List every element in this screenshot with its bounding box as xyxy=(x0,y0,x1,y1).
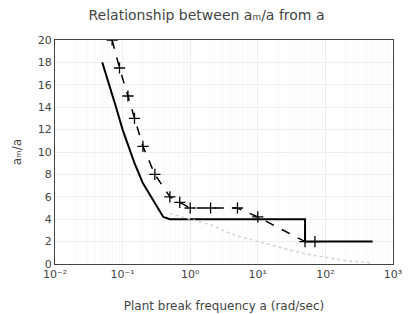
svg-text:18: 18 xyxy=(38,56,52,69)
svg-text:10¹: 10¹ xyxy=(249,268,267,281)
svg-text:10³: 10³ xyxy=(384,268,402,281)
svg-text:12: 12 xyxy=(38,123,52,136)
svg-text:14: 14 xyxy=(38,101,52,114)
svg-text:6: 6 xyxy=(45,191,52,204)
svg-text:10⁰: 10⁰ xyxy=(181,268,200,281)
svg-text:20: 20 xyxy=(38,34,52,47)
svg-text:Relationship between aₘ/a from: Relationship between aₘ/a from a xyxy=(88,7,324,23)
svg-text:4: 4 xyxy=(45,213,52,226)
svg-text:10⁻²: 10⁻² xyxy=(43,268,67,281)
svg-text:8: 8 xyxy=(45,168,52,181)
svg-text:aₘ/a: aₘ/a xyxy=(10,139,24,165)
svg-text:10⁻¹: 10⁻¹ xyxy=(110,268,134,281)
svg-text:0: 0 xyxy=(45,258,52,271)
svg-text:10²: 10² xyxy=(316,268,334,281)
svg-text:10: 10 xyxy=(38,146,52,159)
svg-text:16: 16 xyxy=(38,79,52,92)
svg-text:Plant break frequency a (rad/s: Plant break frequency a (rad/sec) xyxy=(124,299,325,313)
svg-text:2: 2 xyxy=(45,235,52,248)
